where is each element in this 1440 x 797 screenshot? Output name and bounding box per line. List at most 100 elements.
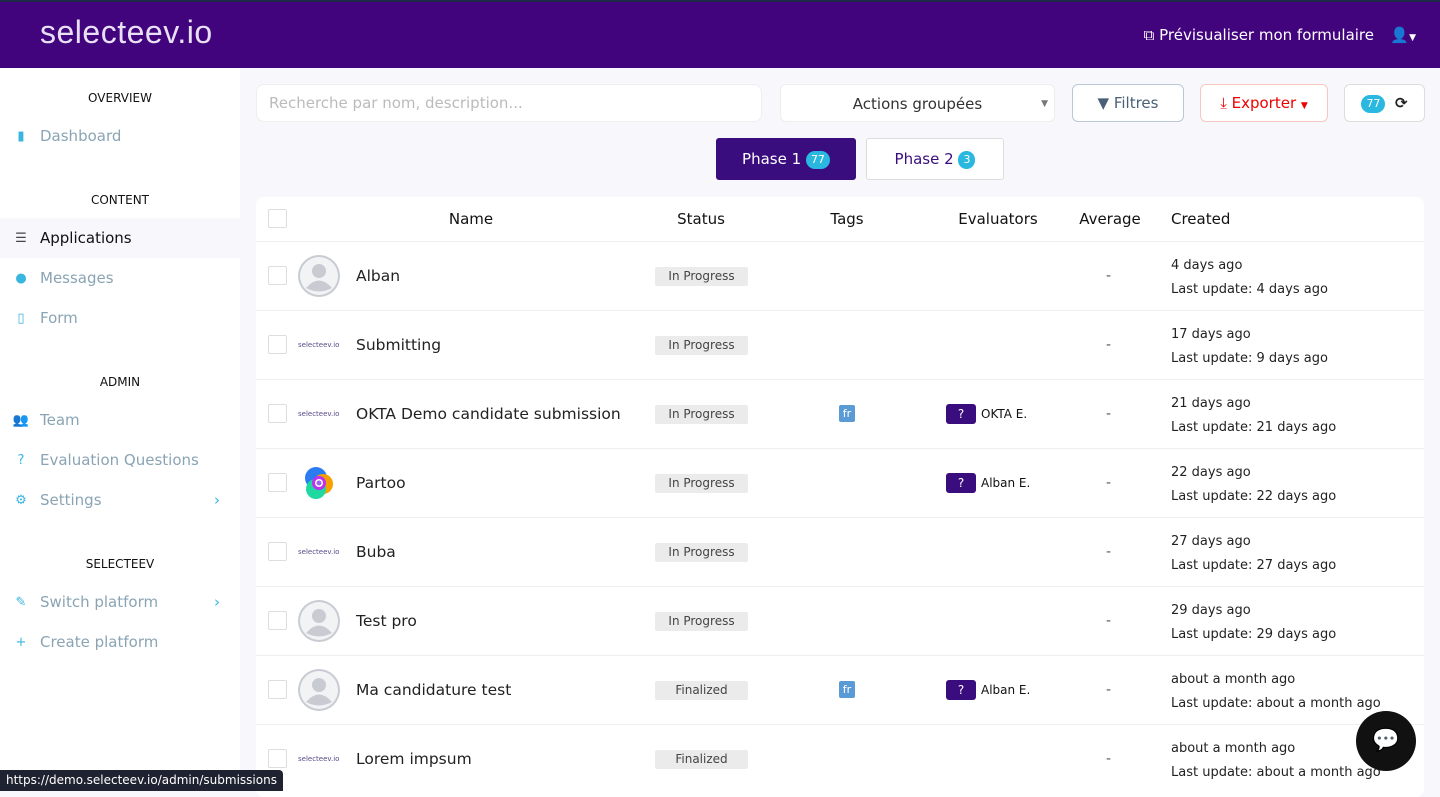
status-badge: In Progress [655, 612, 748, 631]
applicant-name[interactable]: OKTA Demo candidate submission [356, 405, 621, 423]
evaluator: ? Alban E. [946, 680, 1030, 700]
evaluator-score-badge: ? [946, 473, 976, 493]
sidebar-item-evaluation-questions[interactable]: ? Evaluation Questions [0, 440, 240, 480]
applicant-name[interactable]: Buba [356, 543, 396, 561]
col-name[interactable]: Name [448, 210, 494, 228]
sidebar-item-label: Evaluation Questions [40, 451, 199, 469]
count-badge: 77 [1361, 94, 1386, 113]
average-score: - [1106, 613, 1112, 629]
list-icon: ☰ [15, 230, 27, 246]
tab-phase-2[interactable]: Phase 2 3 [866, 138, 1004, 180]
created-date: 21 days ago [1171, 396, 1251, 411]
sidebar-item-settings[interactable]: ⚙ Settings › [0, 480, 240, 520]
sidebar-section-title: SELECTEEV [85, 557, 155, 571]
comment-icon: ● [15, 270, 27, 286]
row-checkbox[interactable] [268, 266, 287, 285]
refresh-icon: ⟳ [1394, 94, 1408, 112]
sidebar-item-label: Messages [40, 269, 114, 287]
chat-button[interactable]: 💬 [1356, 711, 1416, 771]
average-score: - [1106, 751, 1112, 767]
last-update: Last update: about a month ago [1171, 765, 1381, 780]
export-button[interactable]: ⤓ Exporter ▼ [1200, 84, 1328, 122]
col-tags[interactable]: Tags [830, 210, 864, 228]
col-status[interactable]: Status [677, 210, 725, 228]
row-checkbox[interactable] [268, 680, 287, 699]
status-badge: Finalized [655, 750, 748, 769]
preview-label: Prévisualiser mon formulaire [1159, 26, 1374, 44]
table-row[interactable]: Alban In Progress - 4 days ago Last updat… [256, 241, 1424, 310]
row-checkbox[interactable] [268, 542, 287, 561]
average-score: - [1106, 544, 1112, 560]
status-badge: In Progress [655, 336, 748, 355]
last-update: Last update: 27 days ago [1171, 558, 1337, 573]
sidebar-item-label: Settings [40, 491, 102, 509]
sidebar-item-form[interactable]: ▯ Form [0, 298, 240, 338]
table-row[interactable]: Partoo In Progress ? Alban E. - 22 days a… [256, 448, 1424, 517]
sidebar-item-applications[interactable]: ☰ Applications [0, 218, 240, 258]
chevron-right-icon: › [214, 491, 220, 509]
created-info: 27 days ago Last update: 27 days ago [1171, 530, 1336, 578]
user-menu[interactable]: 👤▼ [1390, 26, 1416, 44]
col-created[interactable]: Created [1171, 210, 1231, 228]
external-link-icon: ⧉ [1143, 26, 1160, 44]
table-row[interactable]: selecteev.io Buba In Progress - 27 days … [256, 517, 1424, 586]
users-icon: 👥 [12, 412, 30, 428]
row-checkbox[interactable] [268, 611, 287, 630]
tab-phase-1[interactable]: Phase 1 77 [716, 138, 856, 180]
phase-count-badge: 3 [958, 150, 976, 169]
refresh-button[interactable]: 77 ⟳ [1344, 84, 1425, 122]
logo[interactable]: selecteev.io [40, 14, 213, 50]
preview-form-link[interactable]: ⧉ Prévisualiser mon formulaire [1144, 26, 1374, 44]
selecteev-logo: selecteev.io [298, 410, 340, 418]
sidebar-item-label: Switch platform [40, 593, 159, 611]
col-evaluators[interactable]: Evaluators [958, 210, 1038, 228]
sidebar-section-title: OVERVIEW [88, 91, 152, 105]
search-input[interactable]: Recherche par nom, description... [256, 84, 762, 122]
sidebar-item-create-platform[interactable]: + Create platform [0, 622, 240, 662]
last-update: Last update: 4 days ago [1171, 282, 1328, 297]
col-average[interactable]: Average [1079, 210, 1141, 228]
sidebar-item-messages[interactable]: ● Messages [0, 258, 240, 298]
applicant-name[interactable]: Test pro [356, 612, 417, 630]
row-checkbox[interactable] [268, 335, 287, 354]
gear-icon: ⚙ [15, 492, 27, 508]
bulk-actions-select[interactable]: Actions groupées ▼ [780, 84, 1055, 122]
sidebar-item-switch-platform[interactable]: ✎ Switch platform › [0, 582, 240, 622]
sidebar-item-team[interactable]: 👥 Team [0, 400, 240, 440]
sidebar-item-label: Dashboard [40, 127, 122, 145]
row-checkbox[interactable] [268, 749, 287, 768]
row-checkbox[interactable] [268, 473, 287, 492]
sidebar: OVERVIEW ▮ Dashboard CONTENT ☰ Applications ● M… [0, 68, 240, 791]
filters-button[interactable]: ▼ Filtres [1072, 84, 1184, 122]
table-row[interactable]: selecteev.io Lorem impsum Finalized - ab… [256, 724, 1424, 793]
created-info: 22 days ago Last update: 22 days ago [1171, 461, 1336, 509]
applicant-name[interactable]: Lorem impsum [356, 750, 472, 768]
table-row[interactable]: Ma candidature test Finalized fr ? Alban … [256, 655, 1424, 724]
table-row[interactable]: Test pro In Progress - 29 days ago Last u… [256, 586, 1424, 655]
applicant-name[interactable]: Alban [356, 267, 401, 285]
sidebar-item-label: Form [40, 309, 78, 327]
applicant-name[interactable]: Partoo [356, 474, 406, 492]
selecteev-logo: selecteev.io [298, 548, 340, 556]
last-update: Last update: 29 days ago [1171, 627, 1337, 642]
sidebar-item-dashboard[interactable]: ▮ Dashboard [0, 116, 240, 156]
tag-badge: fr [839, 405, 855, 422]
table-row[interactable]: selecteev.io Submitting In Progress - 17… [256, 310, 1424, 379]
applicant-name[interactable]: Ma candidature test [356, 681, 512, 699]
created-info: 17 days ago Last update: 9 days ago [1171, 323, 1328, 371]
filter-icon: ▼ [1097, 94, 1110, 112]
user-icon: 👤 [1390, 26, 1410, 44]
bulk-actions-label: Actions groupées [852, 95, 983, 113]
avatar-placeholder-icon [298, 255, 340, 297]
status-badge: Finalized [655, 681, 748, 700]
last-update: Last update: 9 days ago [1171, 351, 1328, 366]
chat-icon: 💬 [1372, 728, 1400, 753]
select-all-checkbox[interactable] [268, 209, 287, 228]
average-score: - [1106, 682, 1112, 698]
evaluator-score-badge: ? [946, 404, 976, 424]
table-row[interactable]: selecteev.io OKTA Demo candidate submiss… [256, 379, 1424, 448]
export-label: Exporter [1231, 94, 1297, 112]
sidebar-section-title: ADMIN [99, 375, 141, 389]
applicant-name[interactable]: Submitting [356, 336, 442, 354]
row-checkbox[interactable] [268, 404, 287, 423]
